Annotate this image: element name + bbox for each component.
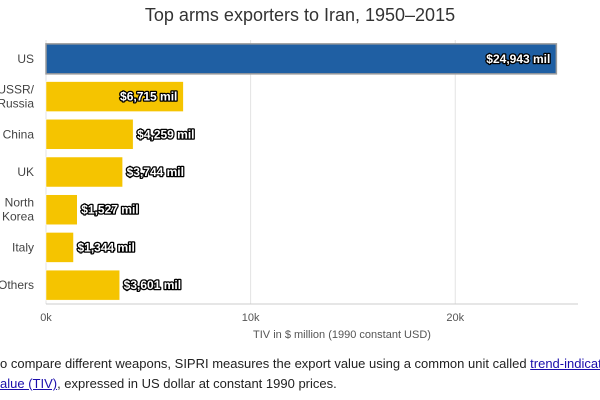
tiv-link-1[interactable]: trend-indicator xyxy=(530,356,600,371)
x-axis-title: TIV in $ million (1990 constant USD) xyxy=(253,329,431,341)
data-label: $1,527 mil xyxy=(81,203,138,217)
caption-line-2: alue (TIV), expressed in US dollar at co… xyxy=(0,374,600,394)
bar[interactable] xyxy=(45,194,78,225)
data-label: $24,943 mil xyxy=(486,52,550,66)
x-tick-label: 10k xyxy=(242,312,260,324)
x-tick-label: 0k xyxy=(40,312,52,324)
caption-text-2: , expressed in US dollar at constant 199… xyxy=(57,376,337,391)
category-label: North Korea xyxy=(2,196,34,224)
data-label: $3,601 mil xyxy=(124,278,181,292)
bar[interactable] xyxy=(45,43,558,75)
bar[interactable] xyxy=(45,269,120,301)
bar-chart: US $24,943 mil USSR/Russia $6,715 mil China $… xyxy=(0,40,578,341)
bar[interactable] xyxy=(45,156,123,188)
bar[interactable] xyxy=(45,232,74,263)
tiv-link-2[interactable]: alue (TIV) xyxy=(0,376,58,391)
data-label: $4,259 mil xyxy=(137,127,194,141)
category-label: UK xyxy=(17,165,34,179)
caption: o compare different weapons, SIPRI measu… xyxy=(0,354,600,394)
data-label: $6,715 mil xyxy=(120,90,177,104)
bar[interactable] xyxy=(45,81,184,112)
data-label: $1,344 mil xyxy=(78,240,135,254)
category-label: USSR/Russia xyxy=(0,83,35,111)
category-label: China xyxy=(3,127,35,141)
chart-title: Top arms exporters to Iran, 1950–2015 xyxy=(144,5,456,25)
x-tick-label: 20k xyxy=(446,312,464,324)
bar[interactable] xyxy=(45,119,134,150)
data-label: $3,744 mil xyxy=(127,165,184,179)
category-label: US xyxy=(17,52,34,66)
category-label: Italy xyxy=(12,240,34,254)
caption-text-1: o compare different weapons, SIPRI measu… xyxy=(0,356,531,371)
category-label: Others xyxy=(0,278,34,292)
caption-line-1: o compare different weapons, SIPRI measu… xyxy=(0,354,600,374)
